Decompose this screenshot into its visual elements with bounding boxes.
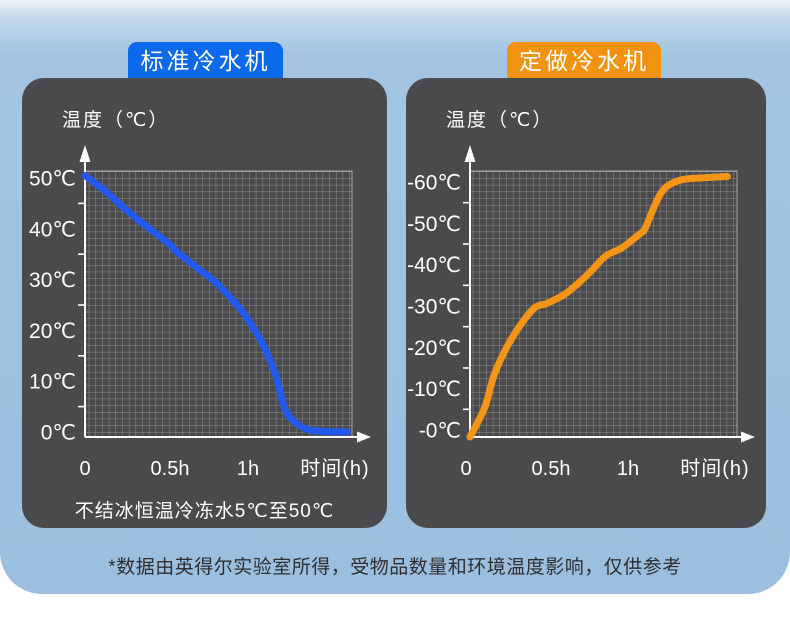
- svg-text:-0℃: -0℃: [419, 419, 461, 442]
- temperature-curve: [81, 172, 351, 436]
- svg-text:0: 0: [460, 458, 471, 480]
- standard-chiller-chart-panel: 50℃ 40℃ 30℃ 20℃ 10℃ 0℃ 0 0.5h 1h 时间(h) 温度（℃） 不结冰恒…: [22, 78, 387, 528]
- svg-text:20℃: 20℃: [29, 320, 76, 343]
- svg-text:0.5h: 0.5h: [151, 458, 190, 480]
- svg-text:40℃: 40℃: [29, 218, 76, 241]
- y-axis-title: 温度（℃）: [446, 110, 554, 131]
- svg-text:30℃: 30℃: [29, 269, 76, 292]
- tab-custom-chiller: 定做冷水机: [507, 42, 661, 79]
- svg-text:-60℃: -60℃: [407, 172, 461, 195]
- tab-standard-chiller: 标准冷水机: [128, 42, 283, 79]
- standard-chiller-line-chart: 50℃ 40℃ 30℃ 20℃ 10℃ 0℃0 0.5h 1h 时间(h): [29, 145, 371, 480]
- svg-text:-30℃: -30℃: [407, 295, 461, 318]
- svg-text:1h: 1h: [617, 458, 639, 480]
- chart-caption: 不结冰恒温冷冻水5℃至50℃: [74, 501, 335, 522]
- svg-text:-50℃: -50℃: [407, 213, 461, 236]
- svg-text:50℃: 50℃: [29, 168, 76, 191]
- footnote: *数据由英得尔实验室所得，受物品数量和环境温度影响，仅供参考: [108, 557, 682, 578]
- svg-text:0.5h: 0.5h: [532, 458, 571, 480]
- svg-text:时间(h): 时间(h): [300, 457, 369, 480]
- svg-text:1h: 1h: [237, 458, 259, 480]
- y-axis-title: 温度（℃）: [62, 110, 170, 131]
- custom-chiller-line-chart: -60℃ -50℃ -40℃ -30℃ -20℃ -10℃ -0℃ 0 0.5h 1h 时间(h): [407, 145, 755, 480]
- svg-text:-20℃: -20℃: [407, 337, 461, 360]
- svg-text:时间(h): 时间(h): [680, 457, 749, 480]
- temperature-curve: [466, 173, 731, 441]
- custom-chiller-chart-panel: -60℃ -50℃ -40℃ -30℃ -20℃ -10℃ -0℃ 0 0.5h 1h 时间(h) …: [406, 78, 766, 528]
- svg-text:0℃: 0℃: [41, 422, 76, 445]
- grid: [469, 170, 738, 438]
- svg-text:0: 0: [79, 458, 90, 480]
- svg-text:10℃: 10℃: [29, 371, 76, 394]
- svg-text:-10℃: -10℃: [407, 378, 461, 401]
- svg-text:-40℃: -40℃: [407, 254, 461, 277]
